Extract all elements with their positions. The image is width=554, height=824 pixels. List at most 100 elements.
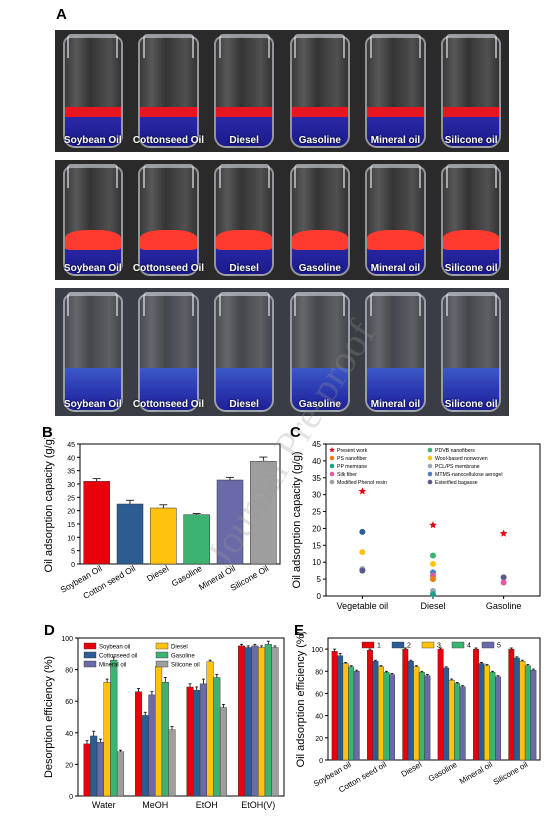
bar: [271, 647, 279, 797]
y-tick-label: 20: [67, 509, 75, 516]
bar: [443, 667, 450, 761]
vial-neck: [294, 292, 346, 316]
panel-label-b: B: [42, 424, 53, 441]
water-layer: [442, 114, 500, 146]
vial: [138, 164, 199, 276]
bar: [186, 686, 194, 797]
legend-label: 2: [407, 643, 411, 650]
water-layer: [367, 367, 424, 410]
vial-neck: [67, 34, 119, 58]
y-tick-label: 0: [71, 562, 75, 569]
vial: [365, 34, 426, 148]
vial-label: Mineral oil: [370, 399, 421, 410]
legend-swatch: [155, 660, 169, 668]
bar: [337, 655, 344, 761]
vial-label: Diesel: [229, 263, 259, 274]
legend-swatch: [391, 641, 405, 649]
bar: [473, 648, 479, 761]
x-tick-label: Mineral oil: [458, 760, 494, 786]
bar: [237, 645, 246, 797]
oil-layer: [367, 229, 424, 250]
bar: [150, 507, 177, 565]
bar: [367, 650, 373, 761]
legend-marker: [427, 471, 433, 477]
y-axis-label: Oil adsorption efficiency (%): [295, 632, 307, 767]
vial-neck: [445, 292, 497, 316]
vial-neck: [143, 164, 194, 188]
panel-label-e: E: [294, 622, 305, 639]
chart-c-comparison-scatter: 0 5 10 15 20 25 30 35 40 45 Oil adsorption capacit…: [291, 440, 541, 611]
vial-neck: [67, 292, 119, 316]
legend-label: Wool-based nonwoven: [435, 456, 488, 462]
y-tick-label: 40: [312, 457, 321, 466]
x-tick-label: Gasoline: [486, 601, 522, 611]
bar: [193, 689, 201, 797]
bar: [424, 675, 431, 761]
plot-frame: [77, 637, 285, 797]
water-layer: [291, 367, 349, 410]
bar: [251, 645, 259, 797]
bar: [148, 694, 156, 797]
legend-marker: [427, 447, 433, 453]
panel-label-d: D: [44, 622, 55, 639]
legend-label: Modified Phenol resin: [337, 480, 387, 486]
y-tick-label: 5: [71, 549, 75, 556]
bar: [530, 669, 537, 761]
x-tick-label: EtOH(V): [241, 800, 275, 810]
bar: [383, 672, 390, 761]
legend-swatch: [155, 642, 169, 650]
y-tick-label: 30: [67, 482, 75, 489]
x-tick-label: Gasoline: [427, 760, 459, 784]
data-point-star: [429, 521, 437, 529]
bar: [183, 514, 210, 565]
bar: [264, 644, 272, 797]
data-point-star: [499, 529, 508, 537]
data-point-star: [358, 487, 367, 495]
bar: [219, 707, 228, 797]
legend-marker: [329, 479, 335, 485]
data-point-star: [329, 447, 335, 453]
x-tick-label: Vegetable oil: [337, 601, 389, 611]
vial: [289, 34, 351, 148]
y-axis-label: Oil adsorption capacity (g/g): [43, 438, 55, 572]
vial: [289, 292, 351, 412]
legend-label: Esterified bagasse: [435, 480, 478, 486]
y-tick-label: 100: [61, 636, 73, 643]
vial-label: Gasoline: [298, 263, 341, 274]
legend-marker: [329, 455, 335, 461]
oil-layer: [291, 106, 349, 117]
vial-label: Mineral oil: [370, 263, 421, 274]
data-point: [359, 549, 366, 556]
vial-neck: [67, 164, 119, 188]
water-layer: [367, 114, 424, 146]
bar: [519, 661, 526, 761]
vial-neck: [143, 292, 194, 316]
vial: [62, 164, 124, 276]
y-tick-label: 30: [312, 491, 321, 500]
vial: [440, 292, 502, 412]
bar: [116, 503, 144, 565]
vial-neck: [445, 164, 497, 188]
bar: [413, 666, 420, 761]
plot-frame: [79, 443, 281, 565]
x-tick-label: Silicone oil: [492, 760, 530, 787]
legend-swatch: [155, 651, 169, 659]
vial-neck: [370, 164, 421, 188]
y-tick-label: 10: [67, 535, 75, 542]
y-tick-label: 40: [67, 455, 75, 462]
oil-layer: [442, 106, 500, 117]
legend-label: PP memrane: [337, 464, 367, 470]
legend-label: Silicone oil: [171, 663, 200, 669]
bar: [199, 683, 207, 797]
vial-label: Silicone oil: [444, 263, 498, 274]
bar: [342, 663, 349, 761]
water-layer: [215, 114, 273, 146]
panel-label-a: A: [56, 6, 67, 23]
bar: [353, 671, 360, 761]
y-tick-label: 80: [315, 669, 323, 676]
vial: [289, 164, 351, 276]
y-tick-label: 25: [67, 495, 75, 502]
y-axis-label: Desorption efficiency (%): [43, 656, 55, 778]
bar: [331, 651, 338, 761]
x-tick-label: Water: [92, 800, 116, 810]
